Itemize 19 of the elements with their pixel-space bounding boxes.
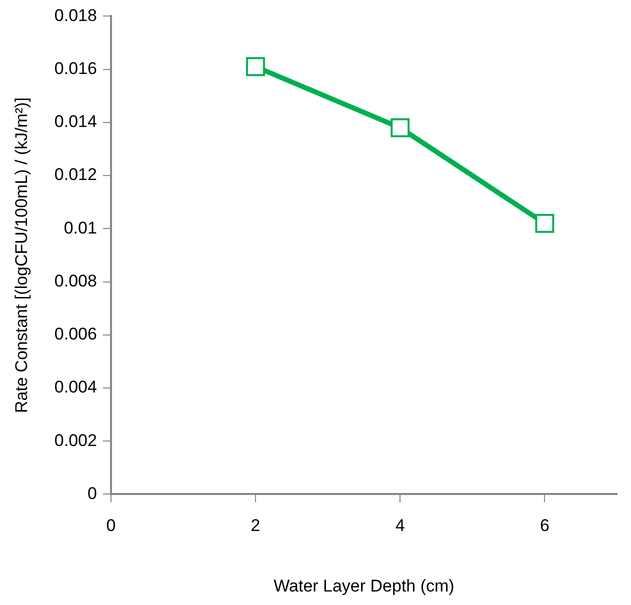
point [246,57,266,76]
x-axis-title: Water Layer Depth (cm) [274,576,454,596]
y-tick-label: 0.008 [54,271,97,290]
y-tick-label: 0.006 [54,324,97,344]
x-tick-label: 0 [106,516,116,536]
y-tick-label: 0.01 [64,218,97,238]
y-tick-label: 0 [87,484,97,503]
y-tick-label: 0.014 [54,112,97,132]
x-tick-label: 6 [540,516,550,536]
point [390,118,410,138]
point [535,214,554,233]
x-tick-label: 2 [250,516,260,536]
y-tick-label: 0.012 [54,165,97,184]
y-tick-label: 0.002 [54,430,97,450]
y-tick-label: 0.018 [54,6,97,25]
y-tick-label: 0.016 [54,59,97,78]
x-tick-label: 4 [395,516,405,536]
y-axis-title: Rate Constant [(logCFU/100mL) / (kJ/m²)] [12,97,31,413]
y-tick-label: 0.004 [54,378,97,397]
